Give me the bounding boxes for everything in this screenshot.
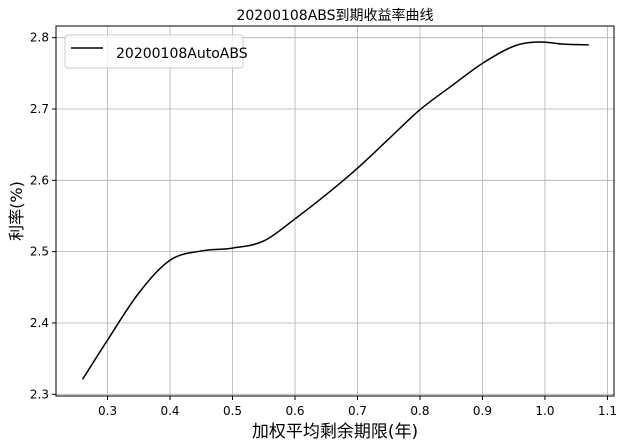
y-tick-label: 2.6 [30, 173, 49, 187]
y-axis-label: 利率(%) [7, 181, 26, 241]
legend-box [64, 34, 244, 69]
series-layer [81, 41, 589, 380]
x-tick-label: 0.4 [160, 404, 179, 418]
legend-label: 20200108AutoABS [116, 46, 248, 62]
y-tick-label: 2.5 [30, 245, 49, 259]
y-tick-label: 2.7 [30, 102, 49, 116]
y-tick-label: 2.4 [30, 316, 49, 330]
x-tick-label: 0.3 [98, 404, 117, 418]
plot-frame [55, 25, 615, 397]
x-axis-label: 加权平均剩余期限(年) [252, 422, 418, 442]
y-ticks: 2.3 2.4 2.5 2.6 2.7 2.8 [30, 31, 56, 401]
series-line [81, 41, 589, 380]
x-tick-label: 1.1 [598, 404, 617, 418]
y-tick-label: 2.3 [30, 387, 49, 401]
x-tick-label: 0.6 [285, 404, 304, 418]
chart-title: 20200108ABS到期收益率曲线 [236, 7, 433, 24]
x-tick-label: 0.7 [348, 404, 367, 418]
x-tick-label: 0.5 [223, 404, 242, 418]
x-ticks: 0.3 0.4 0.5 0.6 0.7 0.8 0.9 1.0 1.1 [98, 396, 617, 418]
x-tick-label: 1.0 [535, 404, 554, 418]
x-tick-label: 0.8 [410, 404, 429, 418]
grid [56, 26, 614, 396]
legend: 20200108AutoABS [64, 34, 248, 69]
x-tick-label: 0.9 [473, 404, 492, 418]
y-tick-label: 2.8 [30, 31, 49, 45]
